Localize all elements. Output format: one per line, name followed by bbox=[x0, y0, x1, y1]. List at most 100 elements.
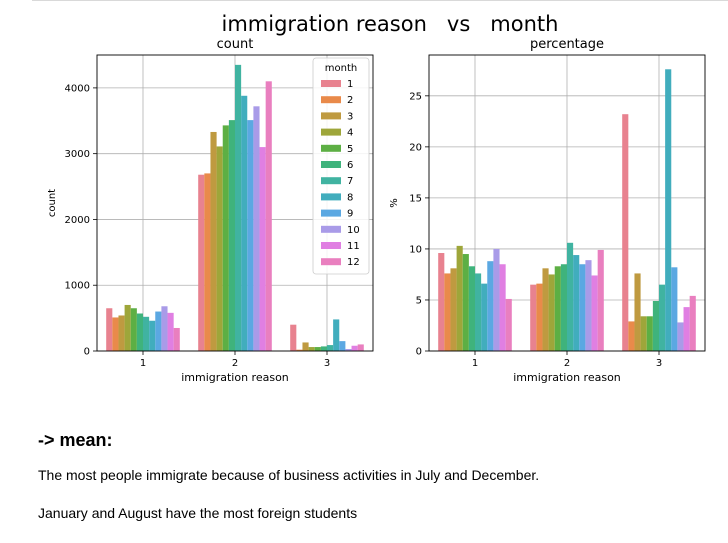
bar-reason-1-month-5 bbox=[130, 308, 137, 351]
bar-reason-3-month-6 bbox=[320, 346, 327, 351]
axes-title: percentage bbox=[530, 37, 604, 52]
figure-suptitle: immigration reason vs month bbox=[222, 12, 559, 36]
bar-reason-1-month-5 bbox=[462, 254, 469, 351]
bar-reason-2-month-4 bbox=[548, 274, 555, 351]
bar-reason-2-month-1 bbox=[198, 174, 205, 351]
legend-swatch-2 bbox=[321, 96, 341, 104]
axes-frame bbox=[428, 54, 706, 352]
bar-reason-3-month-8 bbox=[333, 319, 340, 351]
legend-swatch-7 bbox=[321, 177, 341, 185]
x-tick-label: 2 bbox=[232, 358, 238, 369]
bar-reason-1-month-8 bbox=[149, 320, 156, 351]
legend-label-10: 10 bbox=[347, 225, 360, 236]
legend-swatch-3 bbox=[321, 112, 341, 120]
bar-reason-3-month-8 bbox=[665, 69, 672, 351]
y-tick-label: 0 bbox=[416, 347, 422, 358]
bar-reason-2-month-9 bbox=[579, 264, 586, 351]
axes-frame bbox=[96, 54, 374, 352]
y-tick-label: 1000 bbox=[65, 281, 90, 292]
x-tick-label: 1 bbox=[140, 358, 146, 369]
legend-swatch-1 bbox=[321, 80, 341, 87]
bar-reason-2-month-3 bbox=[542, 268, 549, 351]
chart-figure: immigration reason vs month 0 1000 2000 300… bbox=[47, 12, 706, 384]
legend-label-9: 9 bbox=[347, 209, 353, 220]
legend-label-6: 6 bbox=[347, 160, 353, 171]
legend-label-1: 1 bbox=[347, 79, 353, 90]
bar-reason-1-month-9 bbox=[487, 261, 494, 351]
bar-reason-3-month-5 bbox=[314, 347, 321, 351]
bar-reason-1-month-7 bbox=[475, 273, 482, 351]
legend-swatch-6 bbox=[321, 161, 341, 168]
bar-reason-2-month-12 bbox=[265, 81, 272, 352]
y-tick-label: 20 bbox=[409, 142, 422, 153]
bar-reason-1-month-1 bbox=[438, 253, 445, 351]
bar-reason-3-month-1 bbox=[290, 324, 297, 351]
y-axis-label: % bbox=[389, 198, 400, 208]
bar-reason-3-month-9 bbox=[671, 267, 678, 351]
bar-reason-1-month-6 bbox=[468, 266, 475, 351]
y-axis-label: count bbox=[47, 189, 58, 217]
bar-reason-3-month-10 bbox=[345, 349, 352, 351]
y-tick-label: 10 bbox=[409, 244, 422, 255]
notes-heading: -> mean: bbox=[38, 430, 113, 450]
bar-reason-3-month-12 bbox=[689, 295, 696, 351]
bar-reason-2-month-10 bbox=[253, 106, 260, 351]
x-tick-label: 3 bbox=[324, 358, 330, 369]
bar-reason-3-month-5 bbox=[646, 316, 653, 351]
x-tick-label: 3 bbox=[656, 358, 662, 369]
notes-line-1: The most people immigrate because of bus… bbox=[38, 467, 540, 483]
y-tick-label: 2000 bbox=[65, 215, 90, 226]
bar-reason-1-month-10 bbox=[493, 248, 500, 351]
bar-reason-1-month-2 bbox=[444, 273, 451, 351]
bar-reason-2-month-2 bbox=[204, 173, 211, 351]
bar-reason-1-month-1 bbox=[106, 308, 113, 351]
bar-reason-3-month-1 bbox=[622, 114, 629, 351]
legend-label-12: 12 bbox=[347, 257, 360, 268]
bar-reason-1-month-12 bbox=[173, 327, 180, 351]
bar-reason-3-month-11 bbox=[351, 345, 358, 351]
bar-reason-1-month-7 bbox=[143, 316, 150, 351]
x-axis-label: immigration reason bbox=[181, 371, 289, 384]
bar-reason-2-month-8 bbox=[241, 95, 248, 351]
bar-reason-1-month-3 bbox=[118, 315, 125, 351]
bar-reason-1-month-9 bbox=[155, 311, 162, 351]
bar-reason-2-month-7 bbox=[567, 242, 574, 351]
y-tick-label: 25 bbox=[409, 91, 422, 102]
bar-reason-2-month-8 bbox=[573, 255, 580, 351]
notes-block: -> mean: The most people immigrate becau… bbox=[38, 430, 718, 543]
bar-reason-2-month-12 bbox=[597, 249, 604, 351]
bar-reason-3-month-4 bbox=[308, 347, 315, 351]
bar-reason-3-month-7 bbox=[327, 345, 334, 351]
bar-reason-3-month-4 bbox=[640, 316, 647, 351]
bar-reason-2-month-6 bbox=[560, 264, 567, 351]
bar-reason-3-month-2 bbox=[628, 321, 635, 351]
bar-reason-3-month-3 bbox=[302, 342, 309, 351]
bar-reason-2-month-2 bbox=[536, 283, 543, 351]
bar-reason-3-month-11 bbox=[683, 307, 690, 351]
bar-reason-2-month-9 bbox=[247, 120, 254, 352]
legend-swatch-8 bbox=[321, 193, 341, 201]
top-divider bbox=[32, 0, 728, 1]
legend-swatch-12 bbox=[321, 258, 341, 266]
bar-reason-2-month-4 bbox=[216, 146, 223, 351]
legend-label-3: 3 bbox=[347, 111, 353, 122]
legend-label-4: 4 bbox=[347, 128, 353, 139]
legend-label-11: 11 bbox=[347, 241, 360, 252]
bar-reason-1-month-11 bbox=[167, 312, 174, 351]
bar-reason-1-month-2 bbox=[112, 317, 119, 351]
y-tick-label: 15 bbox=[409, 193, 422, 204]
bar-reason-3-month-10 bbox=[677, 322, 684, 351]
legend-swatch-4 bbox=[321, 128, 341, 136]
y-tick-label: 4000 bbox=[65, 83, 90, 94]
bar-reason-2-month-5 bbox=[222, 125, 229, 351]
y-tick-label: 5 bbox=[416, 295, 422, 306]
bar-reason-1-month-6 bbox=[136, 313, 143, 351]
legend-swatch-5 bbox=[321, 144, 341, 152]
bar-reason-3-month-3 bbox=[634, 273, 641, 351]
x-tick-label: 1 bbox=[472, 358, 478, 369]
bar-reason-1-month-3 bbox=[450, 268, 457, 351]
bar-reason-2-month-11 bbox=[259, 147, 266, 351]
y-tick-label: 3000 bbox=[65, 149, 90, 160]
